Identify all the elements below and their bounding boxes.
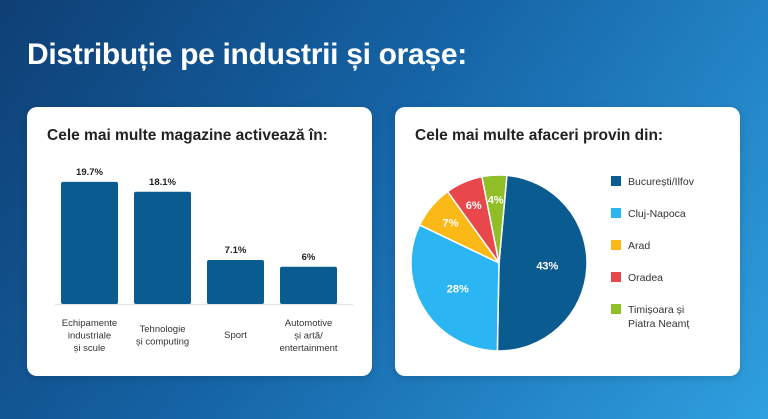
pie-slice-label: 7% [442, 217, 458, 229]
bar [280, 266, 337, 304]
legend-swatch [611, 208, 621, 218]
legend-swatch [611, 176, 621, 186]
bar-category-label: Automotive și artă/entertainment [279, 318, 337, 354]
pie-slice [481, 174, 508, 264]
bar [134, 191, 191, 304]
bar-category-label: Sport [224, 330, 247, 341]
bar-value-label: 19.7% [76, 167, 103, 178]
bar-value-label: 7.1% [225, 245, 247, 256]
bar-chart-title: Cele mai multe magazine activează în: [47, 127, 328, 144]
pie-chart: 43% 28% 7% 6% 4% București/Ilfov Cluj-Napoca Ar… [410, 174, 695, 352]
bar [61, 181, 118, 304]
pie-chart-title: Cele mai multe afaceri provin din: [415, 127, 664, 144]
pie-slice-label: 43% [536, 261, 558, 273]
bar-value-label: 6% [302, 252, 316, 263]
pie-chart-card: Cele mai multe afaceri provin din: 43% 28… [395, 107, 740, 376]
bar [207, 259, 264, 304]
bar-category-label: Echipamente industriale și scule [62, 318, 117, 354]
pie-slice-label: 4% [488, 195, 504, 207]
bar-value-label: 18.1% [149, 177, 176, 188]
pie-slice-label: 28% [447, 283, 469, 295]
pie-slice [496, 174, 588, 352]
bar-category-label: Tehnologie și computing [136, 324, 189, 348]
legend-label: Timișoara și Piatra Neamț [628, 304, 689, 330]
pie-slice [410, 223, 500, 352]
legend-swatch [611, 304, 621, 314]
page-title: Distribuție pe industrii și orașe: [27, 38, 467, 71]
legend-label: Cluj-Napoca [628, 208, 686, 220]
legend-swatch [611, 240, 621, 250]
pie-slice-label: 6% [466, 200, 482, 212]
legend-swatch [611, 272, 621, 282]
legend-label: Arad [628, 240, 650, 252]
bar-chart-card: Cele mai multe magazine activează în: 19… [27, 107, 372, 376]
legend-label: București/Ilfov [628, 176, 695, 188]
bar-chart: 19.7% Echipamente industriale și scule 18.1%… [55, 167, 353, 354]
legend-label: Oradea [628, 272, 663, 284]
